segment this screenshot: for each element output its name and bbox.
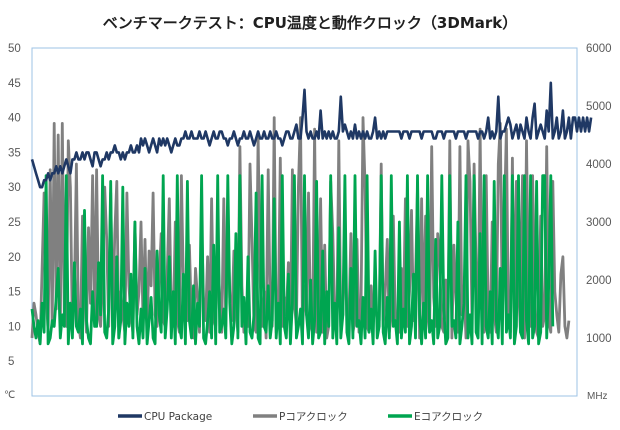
left-tick-label: 5 (8, 356, 14, 368)
left-tick-label: 35 (8, 147, 21, 159)
left-tick-label: 25 (8, 217, 21, 229)
right-tick-label: 2000 (586, 275, 612, 287)
left-axis: 5 10 15 20 25 30 35 40 45 50 (8, 43, 21, 368)
series-line-e-core-clock (30, 174, 555, 346)
left-tick-label: 30 (8, 182, 21, 194)
right-tick-label: 5000 (586, 101, 612, 113)
right-tick-label: 1000 (586, 333, 612, 345)
legend-label: Pコアクロック (279, 411, 348, 423)
legend-label: Eコアクロック (414, 411, 483, 423)
series-line-cpu-package (30, 81, 593, 189)
left-tick-label: 20 (8, 252, 21, 264)
left-tick-label: 50 (8, 43, 21, 55)
legend: CPU Package Pコアクロック Eコアクロック (118, 411, 483, 423)
left-tick-label: 40 (8, 113, 21, 125)
left-tick-label: 15 (8, 287, 21, 299)
right-tick-label: 4000 (586, 159, 612, 171)
legend-item-e-core-clock: Eコアクロック (388, 411, 483, 423)
legend-item-cpu-package: CPU Package (118, 411, 212, 423)
legend-label: CPU Package (144, 411, 212, 423)
legend-item-p-core-clock: Pコアクロック (253, 411, 348, 423)
series-layer (30, 81, 593, 346)
left-axis-unit: ℃ (4, 390, 15, 401)
left-tick-label: 10 (8, 321, 21, 333)
right-axis: 1000 2000 3000 4000 5000 6000 (586, 43, 612, 345)
right-tick-label: 6000 (586, 43, 612, 55)
right-tick-label: 3000 (586, 217, 612, 229)
left-tick-label: 45 (8, 78, 21, 90)
right-axis-unit: MHz (587, 391, 608, 402)
chart-title: ベンチマークテスト：CPU温度と動作クロック（3DMark） (103, 14, 518, 32)
